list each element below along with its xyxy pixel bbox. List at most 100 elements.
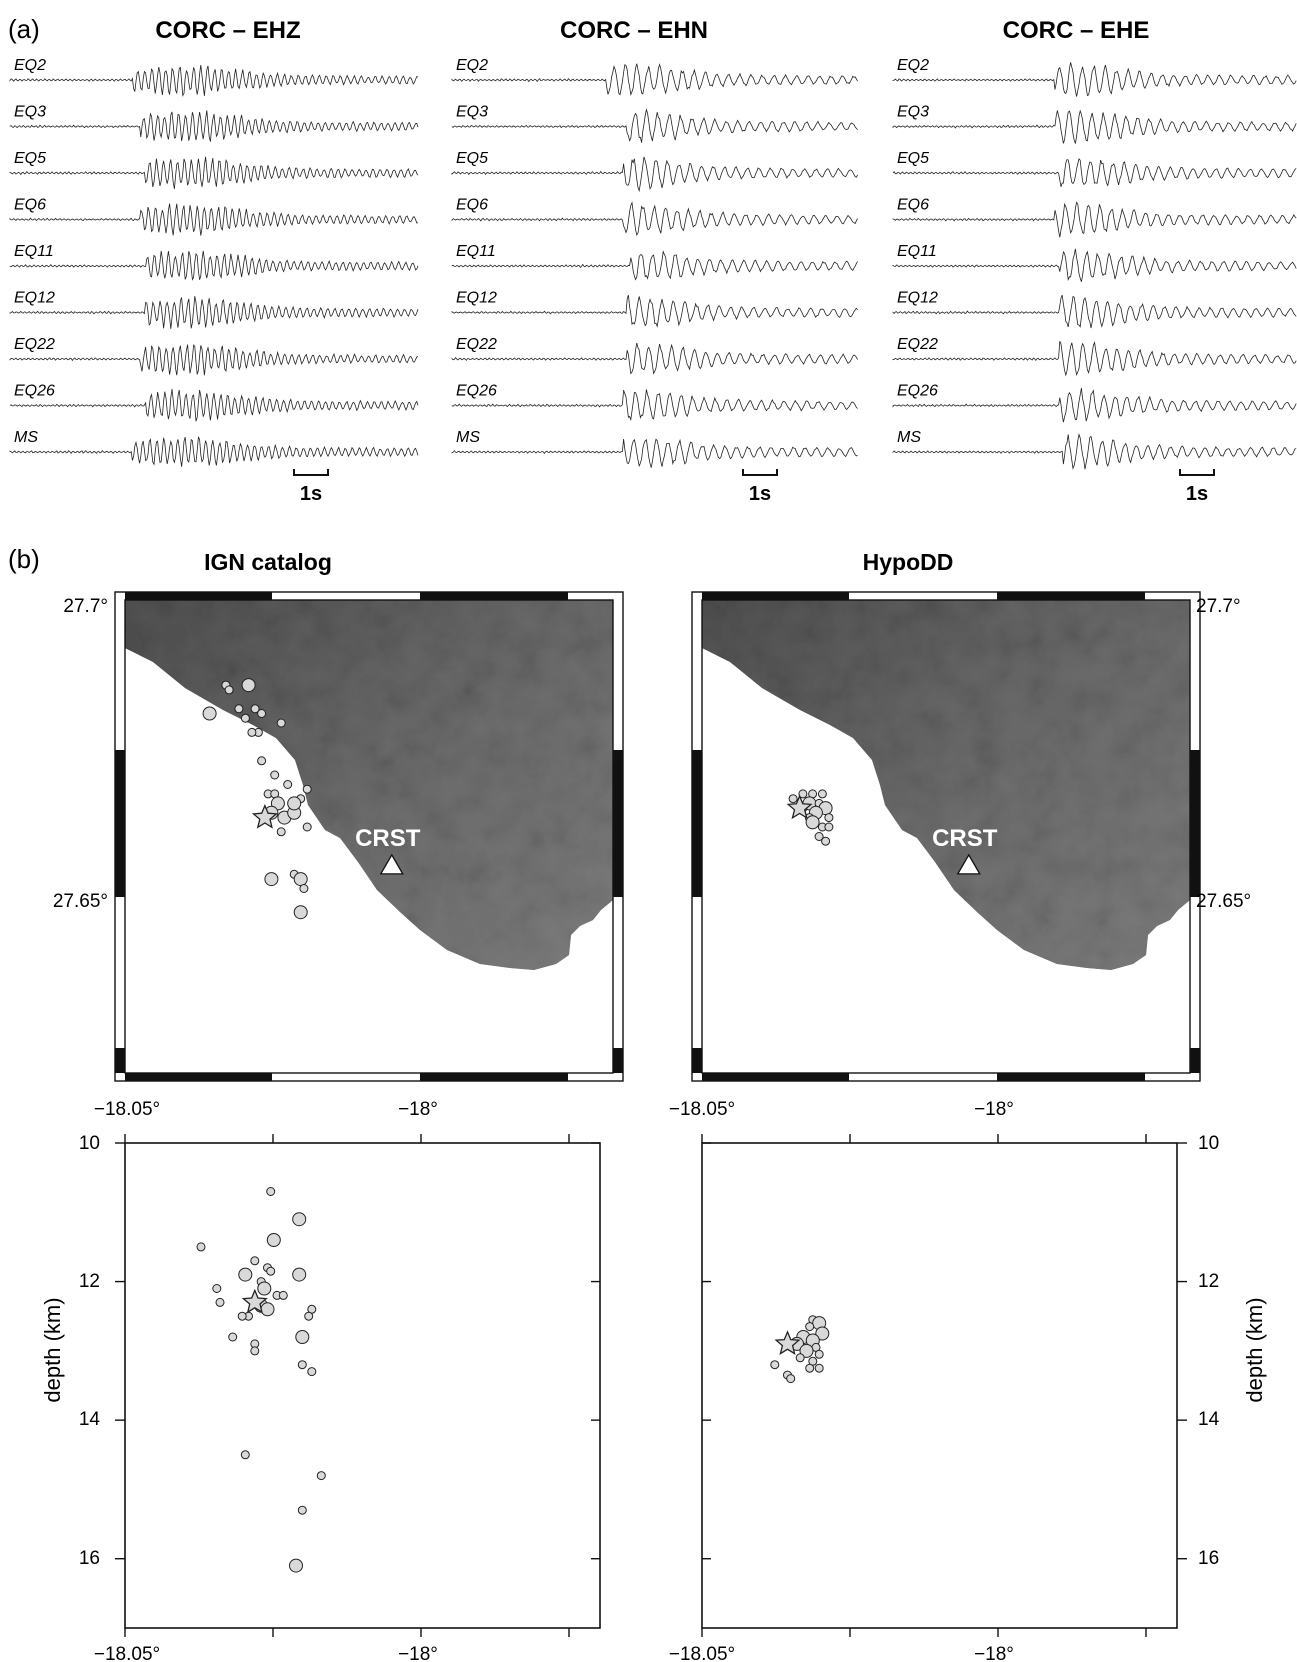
epicenter-marker bbox=[283, 780, 293, 789]
waveform-trace bbox=[9, 296, 419, 329]
waveform-trace bbox=[9, 250, 419, 281]
hypocenter-marker bbox=[799, 1343, 814, 1358]
depth-tick-12-right: 12 bbox=[1198, 1271, 1219, 1292]
trace-label: EQ2 bbox=[897, 57, 929, 74]
hypocenter-marker bbox=[266, 1187, 276, 1196]
mainshock-star bbox=[251, 803, 278, 829]
waveform-trace bbox=[892, 388, 1297, 423]
frame-bar-right bbox=[613, 750, 623, 897]
island-shading bbox=[125, 600, 613, 970]
station-label: CRST bbox=[355, 825, 421, 852]
hypocenter-marker bbox=[770, 1360, 780, 1370]
frame-bar-left bbox=[692, 750, 702, 897]
lat-tick-27.65-right: 27.65° bbox=[1196, 891, 1251, 912]
trace-label: EQ3 bbox=[897, 104, 929, 121]
waveform-trace bbox=[892, 201, 1297, 238]
epicenter-marker bbox=[824, 822, 834, 832]
island-shading bbox=[702, 600, 1190, 970]
lon-tick-map2-a: −18.05° bbox=[669, 1099, 735, 1120]
frame-bar-bottom bbox=[125, 1073, 272, 1081]
frame-bar-bottom bbox=[702, 1073, 849, 1081]
epicenter-marker bbox=[302, 784, 312, 794]
frame-bar-right bbox=[1190, 750, 1200, 897]
station-label: CRST bbox=[932, 825, 998, 852]
waveform-trace bbox=[9, 388, 419, 422]
epicenter-marker bbox=[234, 704, 244, 714]
mainshock-star bbox=[774, 1330, 801, 1355]
hypocenter-marker bbox=[278, 1290, 288, 1300]
hypocenter-marker bbox=[250, 1346, 260, 1356]
trace-label: EQ22 bbox=[456, 336, 497, 353]
waveform-trace bbox=[892, 294, 1297, 329]
epicenter-marker bbox=[202, 706, 217, 721]
trace-label: EQ6 bbox=[456, 197, 488, 214]
channel-title-2: CORC – EHE bbox=[1003, 17, 1150, 44]
waveform-trace bbox=[9, 344, 419, 376]
waveform-trace bbox=[9, 156, 419, 189]
hypocenter-marker bbox=[297, 1360, 307, 1370]
mainshock-star bbox=[786, 794, 813, 820]
epicenter-marker bbox=[247, 727, 257, 737]
hypocenter-marker bbox=[316, 1471, 326, 1481]
lat-tick-27.7-right: 27.7° bbox=[1196, 596, 1241, 617]
depth-axis-title-right: depth (km) bbox=[1242, 1297, 1267, 1402]
waveform-trace bbox=[9, 203, 419, 236]
trace-label: EQ2 bbox=[456, 57, 488, 74]
trace-label: MS bbox=[456, 429, 480, 446]
station-triangle bbox=[956, 853, 981, 875]
waveform-trace bbox=[451, 250, 858, 281]
hypocenter-marker bbox=[814, 1349, 824, 1359]
epicenter-marker bbox=[241, 678, 256, 693]
waveform-trace bbox=[451, 294, 858, 328]
depth-tick-14-left: 14 bbox=[79, 1409, 101, 1430]
hypocenter-marker bbox=[266, 1233, 281, 1247]
epicenter-marker bbox=[788, 794, 798, 804]
hypocenter-marker bbox=[805, 1322, 815, 1332]
trace-label: EQ26 bbox=[456, 383, 497, 400]
map-title-hypodd: HypoDD bbox=[863, 549, 954, 575]
lon-tick-sec1-a: −18.05° bbox=[94, 1644, 160, 1662]
lon-tick-sec2-b: −18° bbox=[974, 1644, 1014, 1662]
frame-bar-left bbox=[692, 1048, 702, 1073]
trace-label: EQ2 bbox=[14, 57, 46, 74]
trace-label: EQ5 bbox=[14, 150, 46, 167]
panel-b-label: (b) bbox=[8, 544, 40, 574]
waveform-trace bbox=[451, 201, 858, 236]
hypocenter-marker bbox=[237, 1311, 247, 1321]
depth-tick-12-left: 12 bbox=[79, 1271, 100, 1292]
epicenter-marker bbox=[814, 832, 824, 841]
frame-bar-top bbox=[997, 592, 1145, 600]
trace-label: EQ12 bbox=[456, 290, 497, 307]
epicenter-marker bbox=[224, 685, 234, 695]
scale-bar bbox=[742, 469, 778, 476]
waveform-trace bbox=[892, 62, 1297, 97]
hypocenter-marker bbox=[292, 1212, 307, 1227]
hypocenter-marker bbox=[307, 1367, 317, 1377]
frame-bar-bottom bbox=[420, 1073, 568, 1081]
hypocenter-marker bbox=[292, 1267, 307, 1282]
epicenter-marker bbox=[293, 872, 308, 887]
epicenter-marker bbox=[824, 813, 834, 823]
trace-label: EQ11 bbox=[14, 243, 54, 260]
frame-bar-top bbox=[125, 592, 272, 600]
frame-bar-left bbox=[115, 750, 125, 897]
waveform-trace bbox=[892, 432, 1297, 470]
epicenter-marker bbox=[257, 709, 267, 718]
hypocenter-marker bbox=[805, 1363, 815, 1373]
scale-bar-label: 1s bbox=[749, 483, 771, 505]
depth-tick-10-right: 10 bbox=[1198, 1133, 1219, 1154]
waveform-trace bbox=[451, 63, 858, 96]
epicenter-marker bbox=[299, 884, 309, 893]
epicenter-marker bbox=[302, 822, 312, 832]
depth-sections bbox=[115, 1134, 1187, 1637]
trace-label: EQ3 bbox=[456, 104, 488, 121]
trace-label: EQ3 bbox=[14, 104, 46, 121]
waveform-trace bbox=[451, 438, 858, 468]
trace-label: MS bbox=[14, 429, 38, 446]
depth-section-frame bbox=[124, 1142, 601, 1629]
hypocenter-marker bbox=[250, 1256, 260, 1266]
frame-bar-left bbox=[115, 1048, 125, 1073]
depth-axis-title-left: depth (km) bbox=[40, 1297, 65, 1402]
hypocenter-marker bbox=[215, 1297, 225, 1307]
